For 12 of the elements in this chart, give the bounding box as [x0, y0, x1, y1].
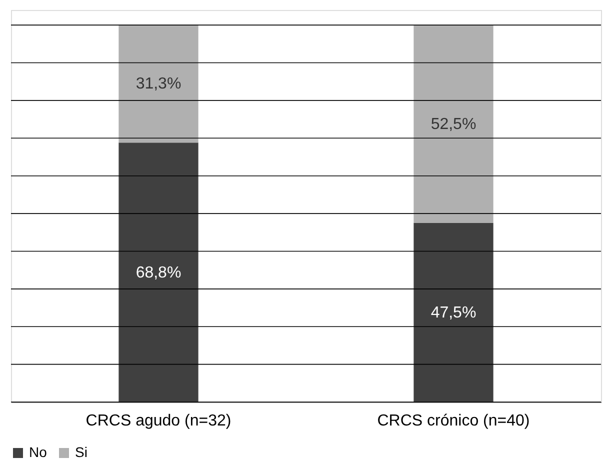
data-label: 31,3% [136, 76, 182, 93]
data-label: 52,5% [430, 116, 476, 134]
legend-label: Si [75, 444, 88, 460]
x-tick-label: CRCS agudo (n=32) [86, 412, 232, 430]
data-label: 47,5% [430, 304, 476, 322]
data-label: 68,8% [136, 264, 182, 282]
legend-label: No [29, 444, 48, 460]
bar [414, 222, 494, 402]
bar [118, 142, 198, 402]
bar [118, 24, 198, 143]
x-tick-label: CRCS crónico (n=40) [377, 412, 530, 430]
bar [414, 25, 494, 223]
